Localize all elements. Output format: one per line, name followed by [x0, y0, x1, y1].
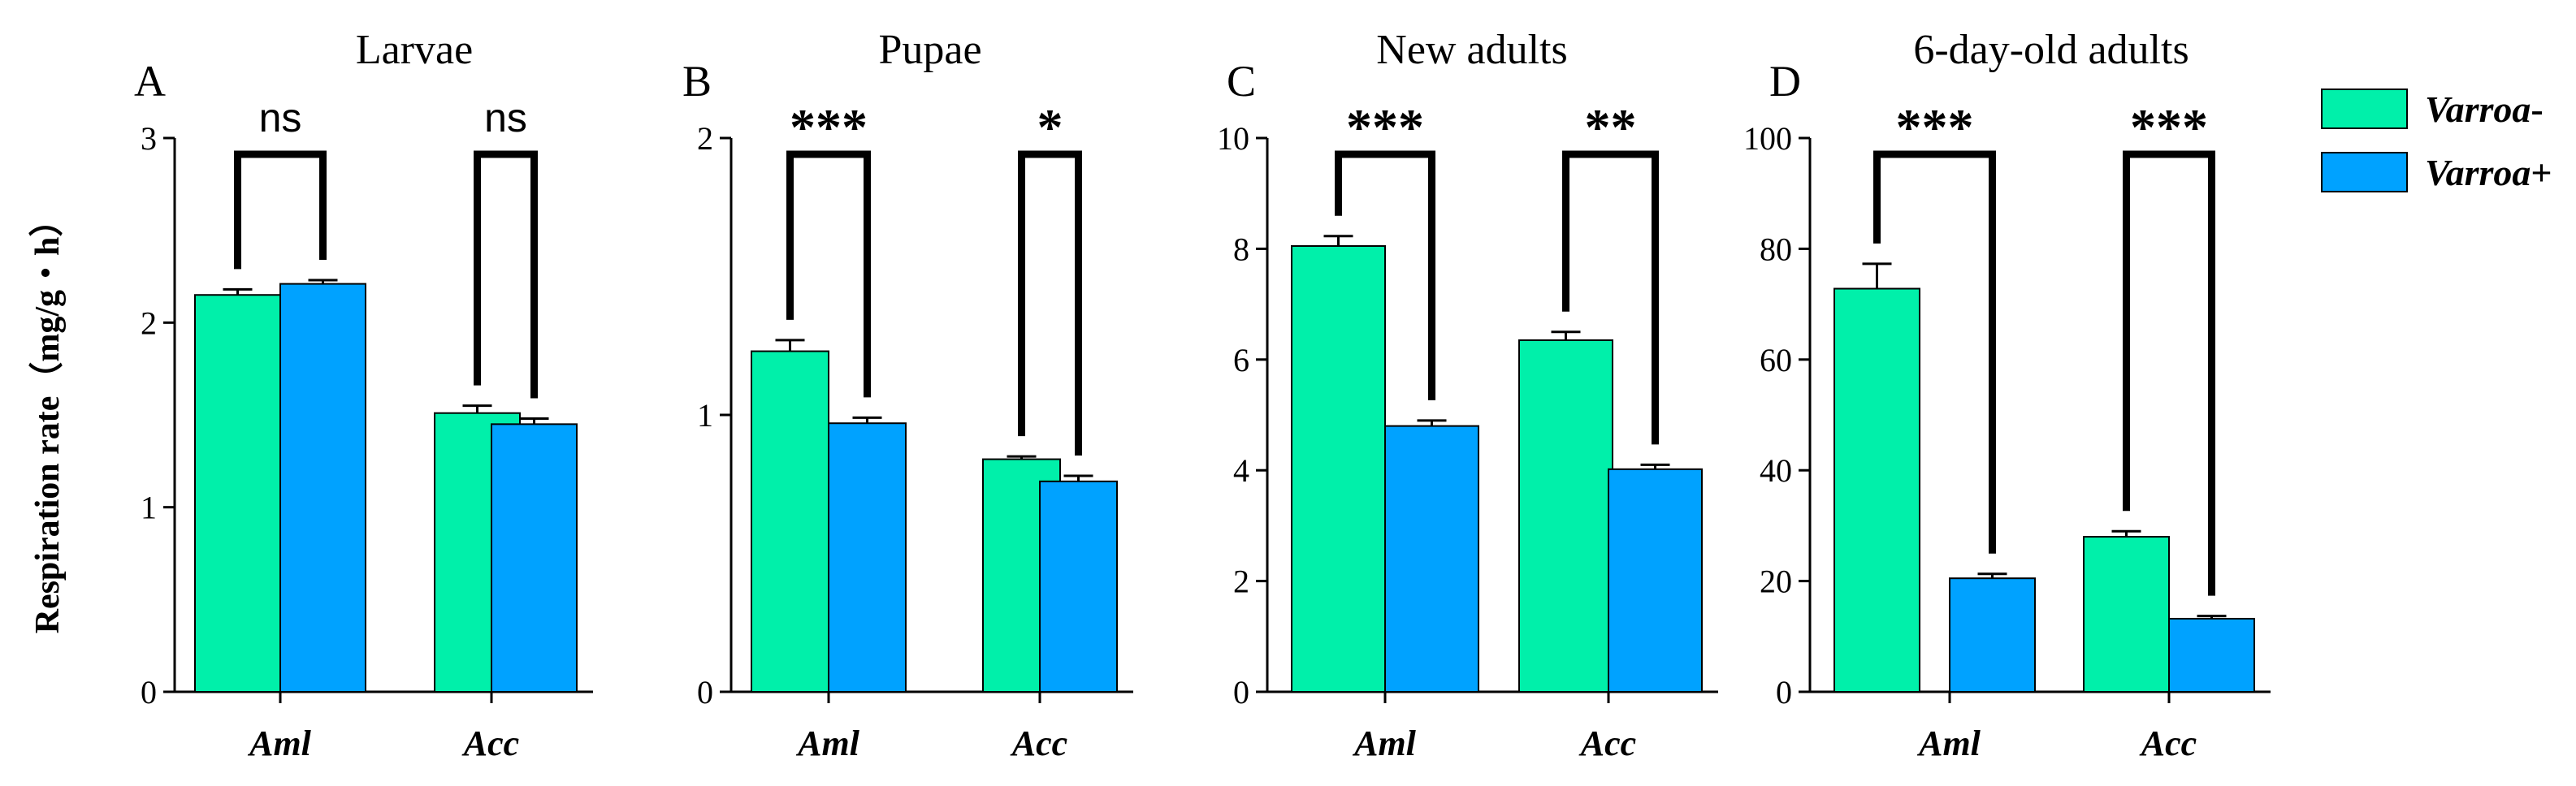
significance-bracket [1873, 150, 1996, 554]
legend-label-varroa-minus-suffix: - [2531, 89, 2543, 130]
legend-label-varroa-plus-suffix: + [2531, 152, 2552, 193]
significance-label: ** [1585, 98, 1637, 156]
y-tick-label: 2 [141, 304, 157, 341]
bar-varroa-plus-aml [828, 422, 907, 693]
y-tick-label: 40 [1760, 452, 1792, 489]
significance-label: *** [2130, 98, 2208, 156]
significance-label: * [1037, 98, 1063, 156]
bar-varroa-minus-acc [1518, 339, 1613, 693]
y-axis-label: Respiration rate（mg/g・h） [28, 203, 67, 634]
y-tick-label: 2 [1233, 564, 1249, 600]
bar-varroa-plus-acc [491, 423, 578, 693]
panel-a-title: Larvae [356, 27, 473, 73]
significance-bracket [2123, 150, 2215, 596]
x-tick-label-acc: Acc [1578, 723, 1636, 763]
legend-label-varroa-minus: Varroa- [2425, 89, 2544, 130]
legend-label-varroa-minus-italic: Varroa [2425, 89, 2531, 130]
significance-bracket [786, 150, 871, 398]
panel-d-letter: D [1769, 57, 1801, 106]
x-tick-label-aml: Aml [1352, 723, 1417, 763]
y-tick-label: 60 [1760, 342, 1792, 378]
y-tick-label: 20 [1760, 564, 1792, 600]
bar-varroa-plus-acc [1608, 468, 1703, 693]
significance-label: *** [790, 98, 868, 156]
panel-c-title: New adults [1376, 27, 1567, 73]
y-tick-label: 6 [1233, 342, 1249, 378]
x-tick-label-acc: Acc [2139, 723, 2197, 763]
panel-c-letter: C [1227, 57, 1256, 106]
x-tick-label-acc: Acc [1010, 723, 1067, 763]
y-tick-label: 0 [697, 674, 713, 710]
significance-bracket [1018, 150, 1082, 456]
legend-swatch-varroa-plus [2321, 152, 2408, 192]
y-tick-label: 10 [1217, 120, 1249, 157]
bar-varroa-minus-aml [751, 350, 829, 693]
y-tick-label: 80 [1760, 231, 1792, 267]
panel-d-plot: 0 20 40 60 80 100 Aml Acc *** *** [1743, 98, 2271, 763]
significance-bracket [1335, 150, 1435, 400]
x-tick-label-acc: Acc [461, 723, 519, 763]
legend-swatch-varroa-minus [2321, 89, 2408, 129]
legend-label-varroa-plus-italic: Varroa [2425, 152, 2531, 193]
significance-label: ns [484, 95, 527, 140]
y-tick-label: 4 [1233, 452, 1249, 489]
bar-varroa-minus-aml [194, 294, 281, 693]
y-tick-label: 0 [1233, 674, 1249, 710]
significance-bracket [234, 150, 327, 270]
bar-varroa-plus-aml [1949, 577, 2036, 693]
legend-label-varroa-plus: Varroa+ [2425, 152, 2552, 193]
y-tick-label: 8 [1233, 231, 1249, 267]
panel-a: A Larvae 0 1 2 3 Aml Acc ns ns [134, 27, 593, 763]
bar-varroa-minus-aml [1291, 244, 1386, 693]
legend: Varroa- Varroa+ [2321, 89, 2552, 193]
panel-a-plot: 0 1 2 3 Aml Acc ns ns [141, 95, 593, 763]
panel-d: D 6-day-old adults 0 20 40 60 80 100 Aml Acc ***… [1743, 27, 2271, 763]
bar-varroa-plus-acc [1039, 480, 1118, 693]
panel-a-letter: A [134, 57, 166, 106]
bar-varroa-minus-acc [2083, 536, 2170, 693]
significance-label: *** [1896, 98, 1974, 156]
significance-bracket [474, 150, 538, 399]
x-tick-label-aml: Aml [247, 723, 312, 763]
significance-label: ns [259, 95, 302, 140]
y-tick-label: 1 [697, 397, 713, 434]
bar-varroa-plus-aml [279, 283, 366, 693]
significance-label: *** [1346, 98, 1424, 156]
x-tick-label-aml: Aml [795, 723, 860, 763]
y-tick-label: 0 [1776, 674, 1792, 710]
bar-varroa-plus-acc [2168, 617, 2255, 693]
significance-bracket [1562, 150, 1659, 445]
y-tick-label: 3 [141, 120, 157, 157]
panel-b-title: Pupae [878, 27, 981, 73]
x-tick-label-aml: Aml [1916, 723, 1981, 763]
bar-varroa-plus-aml [1384, 425, 1479, 693]
panel-d-title: 6-day-old adults [1913, 27, 2189, 73]
y-tick-label: 100 [1743, 120, 1792, 157]
y-tick-label: 1 [141, 490, 157, 526]
y-tick-label: 0 [141, 674, 157, 710]
panel-b-letter: B [682, 57, 712, 106]
bar-varroa-minus-aml [1834, 287, 1920, 693]
y-tick-label: 2 [697, 120, 713, 157]
